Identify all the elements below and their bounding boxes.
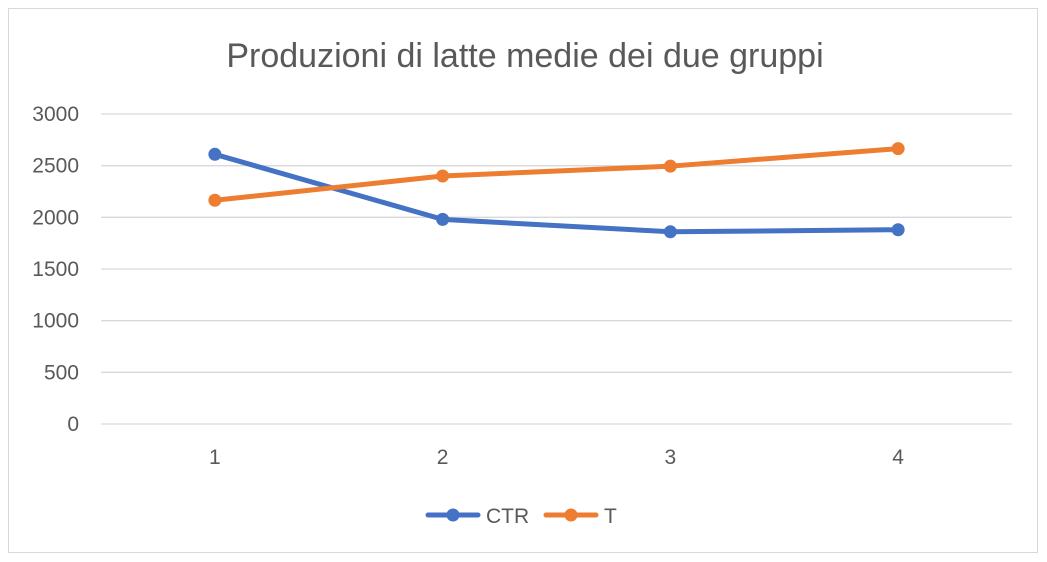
y-tick-label: 3000 <box>32 103 79 126</box>
data-point <box>891 223 905 237</box>
y-tick-label: 2000 <box>32 206 79 229</box>
data-point <box>891 142 905 156</box>
x-tick-label: 2 <box>437 446 449 469</box>
legend-label: T <box>604 505 617 528</box>
line-chart: Produzioni di latte medie dei due gruppi… <box>32 37 1012 528</box>
y-tick-label: 1500 <box>32 258 79 281</box>
x-axis-ticks: 1 2 3 4 <box>209 446 904 469</box>
y-tick-label: 2500 <box>32 155 79 178</box>
x-tick-label: 1 <box>209 446 221 469</box>
legend: CTR T <box>425 505 617 528</box>
data-point <box>436 212 450 226</box>
legend-item-t: T <box>543 505 617 528</box>
chart-frame: Produzioni di latte medie dei due gruppi… <box>8 8 1038 553</box>
data-point <box>436 169 450 183</box>
legend-marker <box>446 508 460 522</box>
y-tick-label: 500 <box>44 361 79 384</box>
y-tick-label: 0 <box>67 413 79 436</box>
chart-title: Produzioni di latte medie dei due gruppi <box>226 37 823 75</box>
series-ctr <box>208 147 905 239</box>
x-tick-label: 3 <box>665 446 677 469</box>
legend-marker <box>564 508 578 522</box>
y-axis-ticks: 0 500 1000 1500 2000 2500 3000 <box>32 103 79 436</box>
data-point <box>663 159 677 173</box>
data-point <box>208 193 222 207</box>
series-line <box>212 146 901 203</box>
data-point <box>663 225 677 239</box>
data-point <box>208 147 222 161</box>
series-layer <box>208 142 905 239</box>
legend-item-ctr: CTR <box>425 505 529 528</box>
legend-label: CTR <box>486 505 529 528</box>
series-t <box>208 142 905 207</box>
x-tick-label: 4 <box>892 446 904 469</box>
y-tick-label: 1000 <box>32 310 79 333</box>
